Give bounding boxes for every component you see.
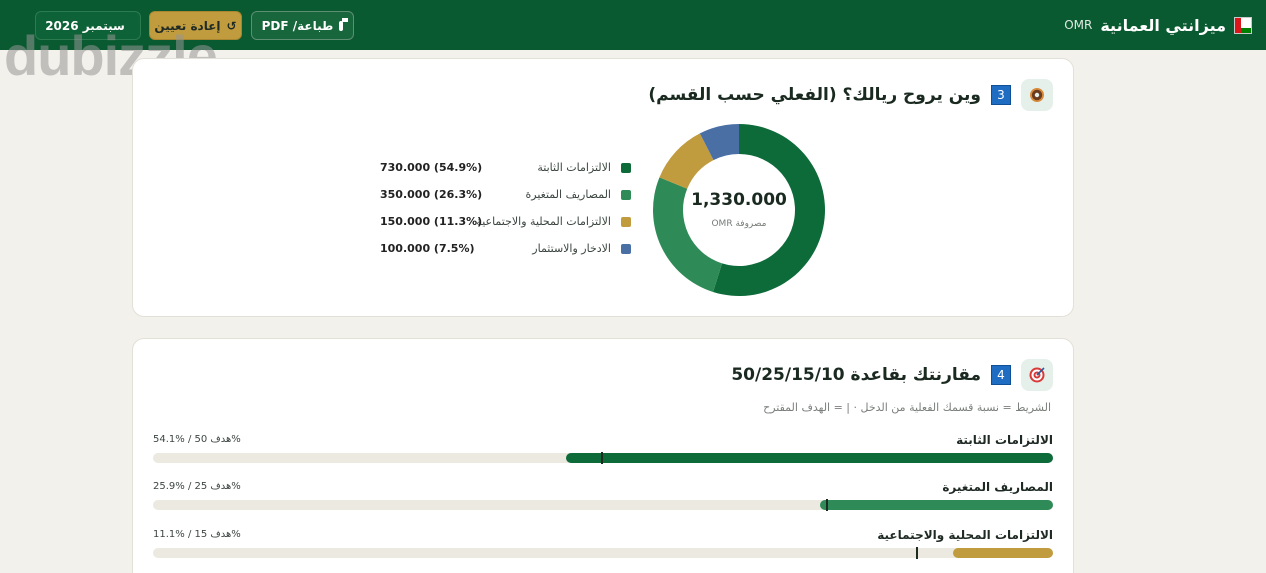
- spending-by-section-card: 3 وين يروح ريالك؟ (الفعلي حسب القسم) الا…: [132, 58, 1074, 317]
- row-stat: 54.1% / 50 هدف%: [153, 434, 241, 445]
- comparison-legend-note: الشريط = نسبة قسمك الفعلية من الدخل · | …: [763, 401, 1051, 414]
- actual-share-bar: [819, 500, 1053, 510]
- reset-button[interactable]: ↺ إعادة تعيين: [149, 11, 242, 40]
- donut-slice: [713, 124, 825, 296]
- donut-subtitle: OMR مصروفة: [711, 219, 767, 229]
- row-label: المصاريف المتغيرة: [942, 480, 1053, 494]
- donut-slice: [653, 177, 723, 292]
- legend-swatch: [621, 217, 631, 227]
- legend-item: الادخار والاستثمار 100.000 (7.5%): [380, 241, 631, 257]
- row-stat: 25.9% / 25 هدف%: [153, 481, 241, 492]
- brand: ميزانتي العمانية OMR: [1064, 14, 1252, 36]
- donut-center: 1,330.000 OMR مصروفة: [652, 123, 826, 297]
- spending-donut-chart: [653, 124, 825, 296]
- comparison-row: الالتزامات الثابتة 54.1% / 50 هدف%: [153, 433, 1053, 469]
- month-label: سبتمبر 2026: [45, 18, 125, 33]
- card-header: 3 وين يروح ريالك؟ (الفعلي حسب القسم): [648, 79, 1053, 111]
- donut-total: 1,330.000: [691, 190, 787, 210]
- currency-label: OMR: [1064, 18, 1093, 32]
- card-title: وين يروح ريالك؟ (الفعلي حسب القسم): [648, 85, 981, 105]
- legend-label: الالتزامات الثابتة: [537, 161, 611, 174]
- donut-icon: [1021, 79, 1053, 111]
- legend-value: 730.000 (54.9%): [380, 161, 483, 174]
- donut-slice: [699, 124, 739, 161]
- top-bar: ميزانتي العمانية OMR طباعة/ PDF ↺ إعادة …: [0, 0, 1266, 50]
- target-marker: [826, 499, 828, 511]
- card-header: 4 مقارنتك بقاعدة 50/25/15/10: [731, 359, 1053, 391]
- target-marker: [916, 547, 918, 559]
- legend-item: الالتزامات المحلية والاجتماعية 150.000 (…: [380, 214, 631, 230]
- progress-track: [153, 499, 1053, 511]
- legend-item: المصاريف المتغيرة 350.000 (26.3%): [380, 187, 631, 203]
- oman-flag-icon: [1234, 16, 1252, 34]
- section-number-badge: 3: [991, 85, 1011, 105]
- reset-label: إعادة تعيين: [154, 18, 221, 33]
- comparison-row: المصاريف المتغيرة 25.9% / 25 هدف%: [153, 480, 1053, 516]
- legend-value: 150.000 (11.3%): [380, 215, 483, 228]
- card-title: مقارنتك بقاعدة 50/25/15/10: [731, 365, 981, 385]
- month-selector-button[interactable]: سبتمبر 2026: [35, 11, 141, 40]
- row-label: الالتزامات الثابتة: [956, 433, 1053, 447]
- print-pdf-button[interactable]: طباعة/ PDF: [251, 11, 354, 40]
- legend-value: 350.000 (26.3%): [380, 188, 483, 201]
- comparison-row: الالتزامات المحلية والاجتماعية 11.1% / 1…: [153, 528, 1053, 564]
- progress-track: [153, 452, 1053, 464]
- progress-track: [153, 547, 1053, 559]
- actual-share-bar: [953, 548, 1053, 558]
- reset-arrow-icon: ↺: [226, 18, 237, 33]
- legend-label: المصاريف المتغيرة: [525, 188, 611, 201]
- printer-icon: [339, 17, 349, 31]
- donut-slice: [659, 133, 714, 189]
- print-pdf-label: طباعة/ PDF: [261, 18, 334, 33]
- legend-swatch: [621, 163, 631, 173]
- target-marker: [601, 452, 603, 464]
- rule-comparison-card: 4 مقارنتك بقاعدة 50/25/15/10 الشريط = نس…: [132, 338, 1074, 573]
- section-number-badge: 4: [991, 365, 1011, 385]
- actual-share-bar: [566, 453, 1053, 463]
- legend-item: الالتزامات الثابتة 730.000 (54.9%): [380, 160, 631, 176]
- legend-value: 100.000 (7.5%): [380, 242, 475, 255]
- app-title: ميزانتي العمانية: [1100, 15, 1226, 35]
- row-stat: 11.1% / 15 هدف%: [153, 529, 241, 540]
- legend-swatch: [621, 244, 631, 254]
- row-label: الالتزامات المحلية والاجتماعية: [877, 528, 1053, 542]
- legend-swatch: [621, 190, 631, 200]
- legend-label: الالتزامات المحلية والاجتماعية: [476, 215, 611, 228]
- legend-label: الادخار والاستثمار: [532, 242, 611, 255]
- target-icon: [1021, 359, 1053, 391]
